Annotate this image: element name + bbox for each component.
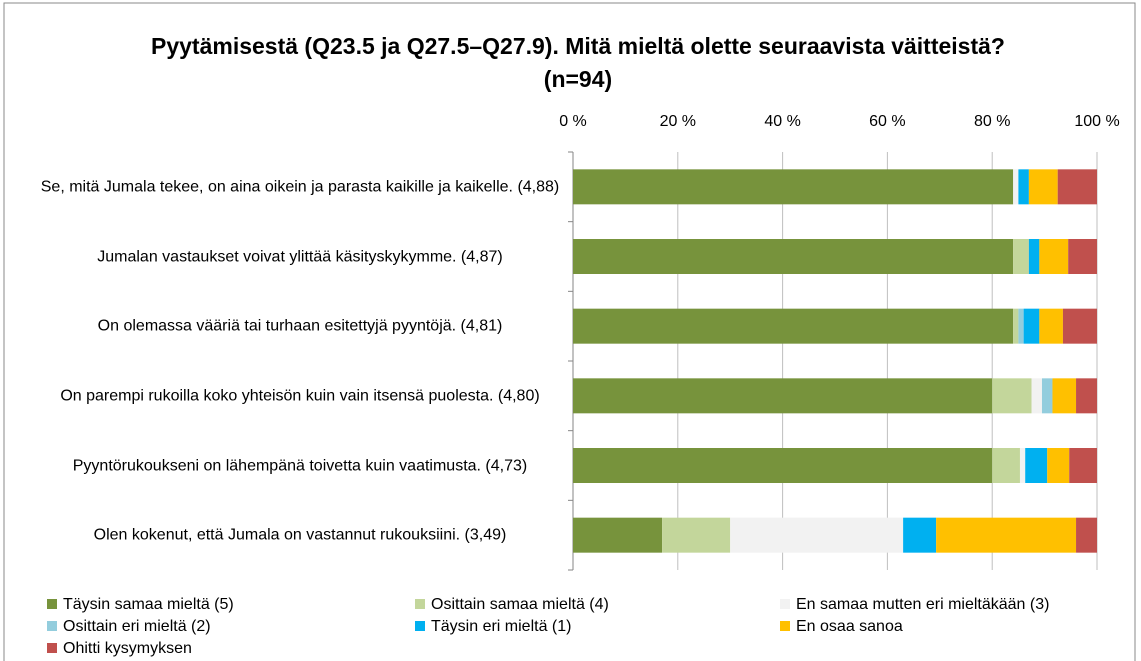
bar-segment	[1013, 308, 1019, 344]
x-tick-label: 100 %	[1074, 113, 1119, 130]
legend-swatch	[47, 599, 57, 609]
x-tick-label: 0 %	[559, 113, 587, 130]
bar-segment	[1018, 169, 1029, 205]
x-tick-label: 80 %	[974, 113, 1010, 130]
legend-item: Täysin eri mieltä (1)	[415, 618, 571, 636]
category-label: Pyyntörukoukseni on lähempänä toivetta k…	[72, 457, 528, 474]
bar-segment	[573, 239, 1014, 274]
bar-segment	[1052, 378, 1077, 414]
bar-segment	[573, 378, 993, 414]
category-label: On parempi rukoilla koko yhteisön kuin v…	[60, 387, 540, 405]
legend-swatch	[47, 643, 57, 653]
chart-border	[3, 2, 1136, 661]
legend-label: En samaa mutten eri mieltäkään (3)	[796, 596, 1050, 613]
bar-segment	[903, 517, 937, 553]
legend-label: Osittain samaa mieltä (4)	[431, 596, 609, 613]
category-label: Se, mitä Jumala tekee, on aina oikein ja…	[40, 178, 560, 196]
legend-item: En osaa sanoa	[780, 618, 903, 636]
legend-swatch	[415, 599, 425, 609]
x-tick-label: 20 %	[660, 113, 696, 130]
legend-swatch	[47, 621, 57, 631]
chart-title: Pyytämisestä (Q23.5 ja Q27.5–Q27.9). Mit…	[151, 33, 1005, 92]
legend-item: Täysin samaa mieltä (5)	[47, 596, 234, 614]
bar-segment	[1023, 308, 1040, 344]
bar-segment	[1057, 169, 1097, 205]
bar-segment	[1019, 448, 1026, 483]
bar-segment	[1076, 517, 1097, 553]
bar-segment	[1041, 378, 1053, 414]
category-label: Jumalan vastaukset voivat ylittää käsity…	[97, 248, 503, 265]
legend-label: Ohitti kysymyksen	[63, 640, 192, 657]
legend-label: Täysin eri mieltä (1)	[431, 618, 572, 635]
bar-segment	[1047, 448, 1070, 483]
bar-segment	[730, 517, 904, 553]
bar-segment	[573, 169, 1014, 205]
legend-swatch	[415, 621, 425, 631]
bar-segment	[992, 378, 1032, 414]
bar-segment	[1068, 239, 1097, 274]
bar-segment	[662, 517, 731, 553]
bar-segment	[1013, 239, 1029, 274]
bar-segment	[1028, 169, 1058, 205]
bar-segment	[573, 517, 663, 553]
bar-segment	[1062, 308, 1097, 344]
bar-segment	[1018, 308, 1024, 344]
x-tick-label: 40 %	[764, 113, 800, 130]
bar-segment	[1031, 378, 1042, 414]
legend-item: Ohitti kysymyksen	[47, 640, 192, 658]
bar-segment	[1039, 239, 1069, 274]
legend-item: En samaa mutten eri mieltäkään (3)	[780, 596, 1049, 614]
legend-label: Täysin samaa mieltä (5)	[63, 596, 234, 613]
bar-segment	[1025, 448, 1048, 483]
legend-swatch	[780, 599, 790, 609]
bar-segment	[1039, 308, 1063, 344]
category-label: Olen kokenut, että Jumala on vastannut r…	[93, 526, 507, 544]
legend-label: En osaa sanoa	[796, 618, 903, 635]
bar-segment	[1013, 169, 1019, 205]
category-label: On olemassa vääriä tai turhaan esitettyj…	[97, 317, 503, 335]
legend-swatch	[780, 621, 790, 631]
bar-segment	[573, 448, 993, 483]
bar-segment	[1076, 378, 1097, 414]
bar-segment	[992, 448, 1020, 483]
bar-segment	[1028, 239, 1040, 274]
bar-segment	[936, 517, 1077, 553]
bar-segment	[573, 308, 1014, 344]
bar-segment	[1069, 448, 1097, 483]
legend-item: Osittain eri mieltä (2)	[47, 618, 211, 636]
x-tick-label: 60 %	[869, 113, 905, 130]
legend-item: Osittain samaa mieltä (4)	[415, 596, 609, 614]
legend-label: Osittain eri mieltä (2)	[63, 618, 211, 635]
